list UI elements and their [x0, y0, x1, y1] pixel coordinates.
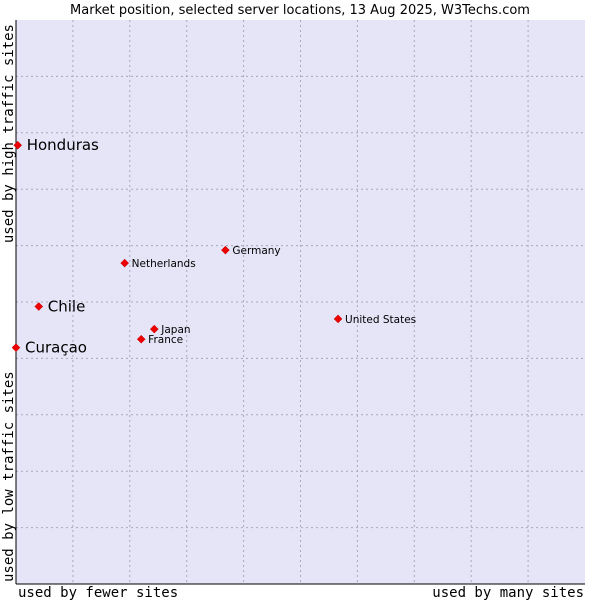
y-axis-label-high: used by high traffic sites	[1, 24, 17, 243]
data-point-marker-japan	[149, 324, 159, 334]
y-axis-label-low: used by low traffic sites	[1, 371, 17, 582]
data-point-label-netherlands: Netherlands	[132, 258, 196, 270]
chart-title: Market position, selected server locatio…	[70, 3, 530, 18]
data-point-label-honduras: Honduras	[27, 136, 99, 154]
data-point-marker-cura-ao	[11, 343, 21, 353]
x-axis-label-high: used by many sites	[432, 585, 584, 600]
data-point-label-united-states: United States	[345, 314, 416, 326]
x-axis-label-low: used by fewer sites	[18, 585, 178, 600]
data-point-marker-chile	[34, 302, 44, 311]
grid-lines	[16, 20, 585, 584]
data-point-marker-honduras	[13, 140, 23, 150]
data-point-label-japan: Japan	[160, 324, 190, 336]
data-point-label-cura-ao: Curaçao	[25, 339, 87, 357]
data-point-label-chile: Chile	[48, 298, 86, 316]
data-points: Honduras Chile Curaçao Germany Netherlands Ja…	[11, 136, 416, 357]
data-point-marker-united-states	[333, 314, 343, 324]
data-point-label-france: France	[148, 334, 183, 346]
data-point-label-germany: Germany	[232, 245, 280, 257]
data-point-marker-germany	[221, 245, 230, 255]
data-point-marker-france	[136, 334, 146, 344]
data-point-marker-netherlands	[120, 258, 130, 268]
